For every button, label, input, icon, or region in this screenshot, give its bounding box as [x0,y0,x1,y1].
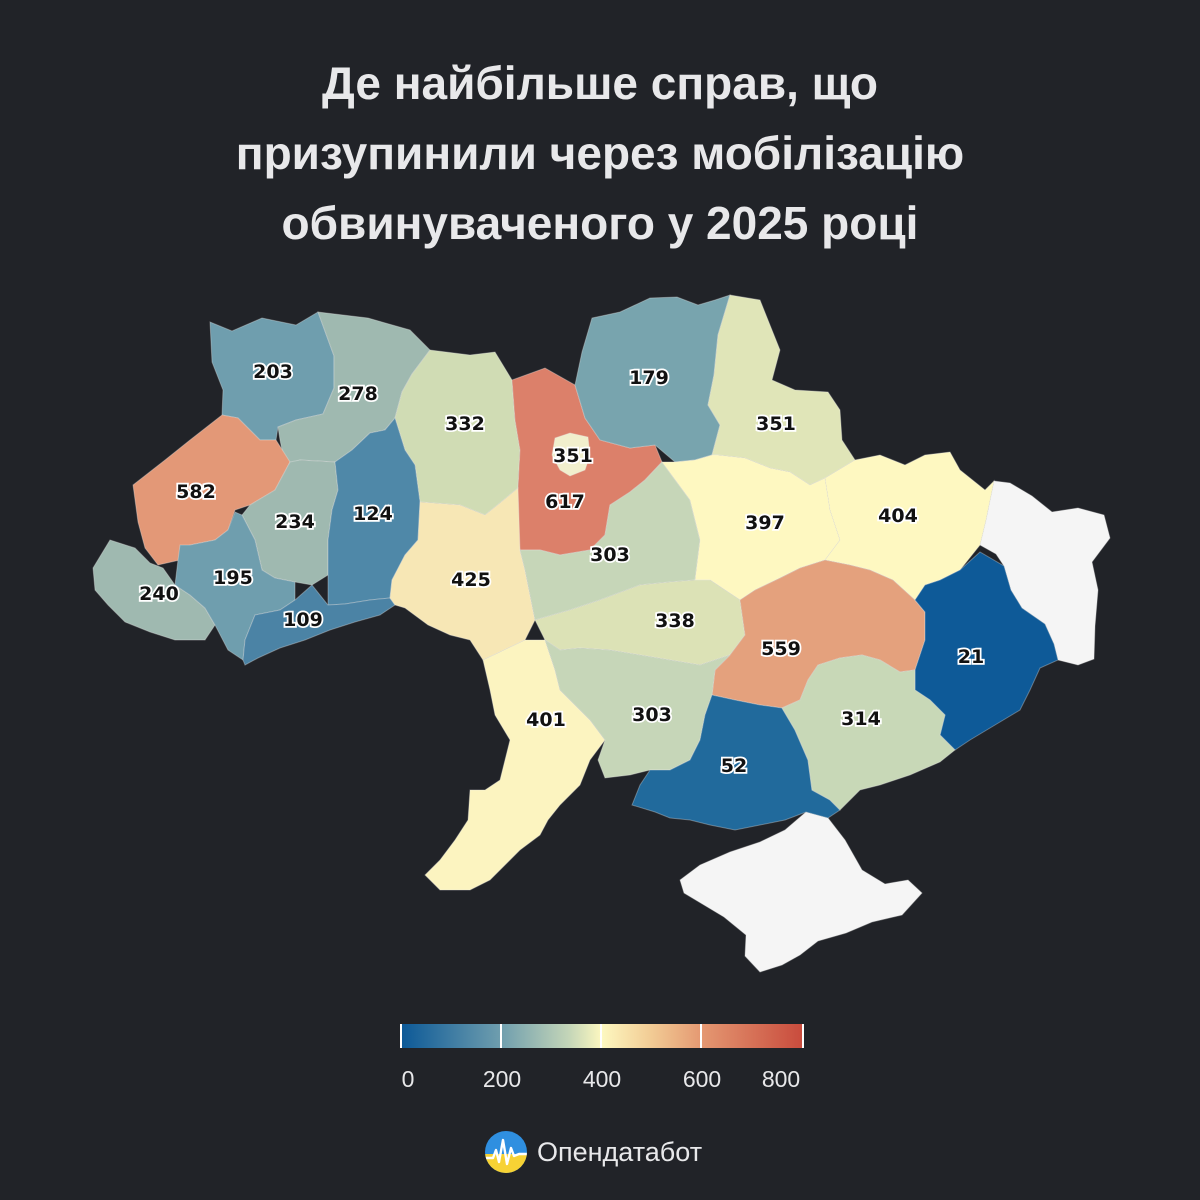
label-vinnytsia: 425 [451,569,491,591]
label-kyiv-oblast: 351 [553,445,593,467]
legend-tick-800 [802,1024,804,1048]
label-dnipropetrovsk: 559 [761,638,801,660]
color-legend [400,1024,804,1048]
legend-label-800: 800 [761,1066,801,1092]
legend-label-400: 400 [582,1066,622,1092]
label-ternopil: 234 [275,511,315,533]
label-poltava: 397 [745,512,785,534]
region-crimea [679,811,923,973]
legend-tick-400 [600,1024,602,1048]
legend-tick-0 [400,1024,402,1048]
legend-tick-600 [700,1024,702,1048]
label-zhytomyr: 332 [445,413,485,435]
label-chernivtsi: 109 [283,609,323,631]
title-line-1: Де найбільше справ, що [322,57,878,109]
opendatabot-logo-icon [485,1131,527,1173]
title-line-2: призупинили через мобілізацію [235,127,965,179]
legend-gradient-bar [400,1024,804,1048]
chart-title: Де найбільше справ, що призупинили через… [0,48,1200,258]
label-ivano-frankivsk: 195 [213,567,253,589]
label-kharkiv: 404 [878,505,918,527]
label-odesa: 401 [526,709,566,731]
label-rivne: 278 [338,383,378,405]
region-chernivtsi [242,584,396,666]
label-lviv: 582 [176,481,216,503]
label-cherkasy: 303 [590,544,630,566]
brand-name: Опендатабот [537,1136,703,1167]
legend-label-600: 600 [682,1066,722,1092]
label-chernihiv: 179 [629,367,669,389]
legend-tick-200 [500,1024,502,1048]
label-zaporizhzhia: 314 [841,708,881,730]
label-sumy: 351 [756,413,796,435]
label-khmelnytskyi: 124 [353,503,393,525]
region-kyiv-city [551,432,591,477]
title-line-3: обвинуваченого у 2025 році [281,197,919,249]
region-zaporizhzhia [781,654,956,811]
brand: Опендатабот [484,1128,702,1176]
label-kherson: 52 [721,755,747,777]
label-volyn: 203 [253,361,293,383]
region-luhansk [979,480,1111,666]
label-donetsk: 21 [958,646,984,668]
label-mykolaiv: 303 [632,704,672,726]
label-kyiv-city: 617 [545,491,585,513]
legend-label-0: 0 [401,1066,415,1092]
region-zakarpattia [92,539,216,641]
legend-label-200: 200 [482,1066,522,1092]
label-zakarpattia: 240 [139,583,179,605]
label-kirovohrad: 338 [655,610,695,632]
